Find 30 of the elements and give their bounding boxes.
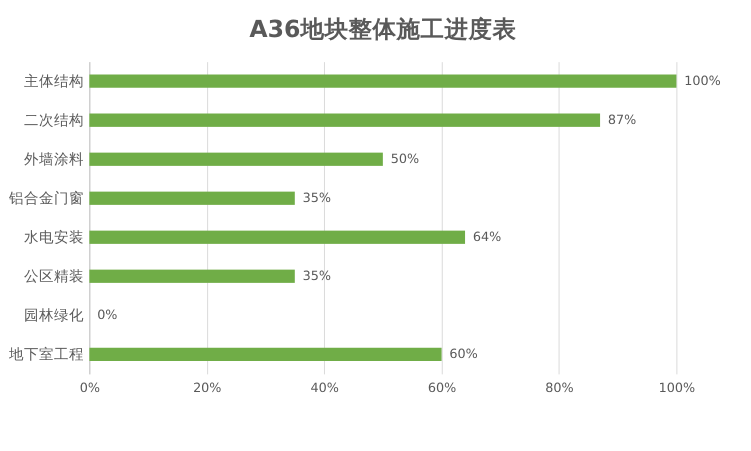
y-tick-label: 园林绿化	[24, 307, 84, 324]
y-tick-label: 地下室工程	[8, 346, 84, 364]
y-tick-label: 二次结构	[24, 112, 84, 130]
data-label: 60%	[449, 347, 478, 362]
data-label: 100%	[684, 74, 721, 90]
x-tick-label: 0%	[80, 380, 100, 396]
data-label: 64%	[472, 230, 502, 246]
x-tick-label: 80%	[545, 380, 574, 396]
y-tick-label: 外墙涂料	[24, 151, 84, 168]
bar	[89, 270, 295, 283]
y-tick-label: 水电安装	[24, 229, 84, 246]
bar	[89, 192, 295, 205]
y-tick-label: 公区精装	[24, 268, 84, 286]
data-label: 35%	[302, 269, 331, 284]
bar	[89, 114, 600, 127]
bar	[89, 348, 442, 361]
bar	[89, 74, 676, 88]
y-tick-label: 主体结构	[24, 73, 84, 90]
chart-title: A36地块整体施工进度表	[249, 15, 516, 44]
data-label: 35%	[302, 191, 331, 206]
x-tick-label: 40%	[310, 380, 339, 396]
bar	[89, 152, 383, 166]
x-tick-label: 20%	[193, 380, 222, 396]
bar	[89, 230, 466, 244]
data-label: 50%	[390, 152, 420, 168]
data-label: 0%	[97, 308, 118, 324]
data-label: 87%	[608, 113, 636, 128]
x-tick-label: 100%	[658, 380, 696, 396]
y-tick-label: 铝合金门窗	[8, 190, 84, 208]
x-tick-label: 60%	[428, 380, 456, 396]
